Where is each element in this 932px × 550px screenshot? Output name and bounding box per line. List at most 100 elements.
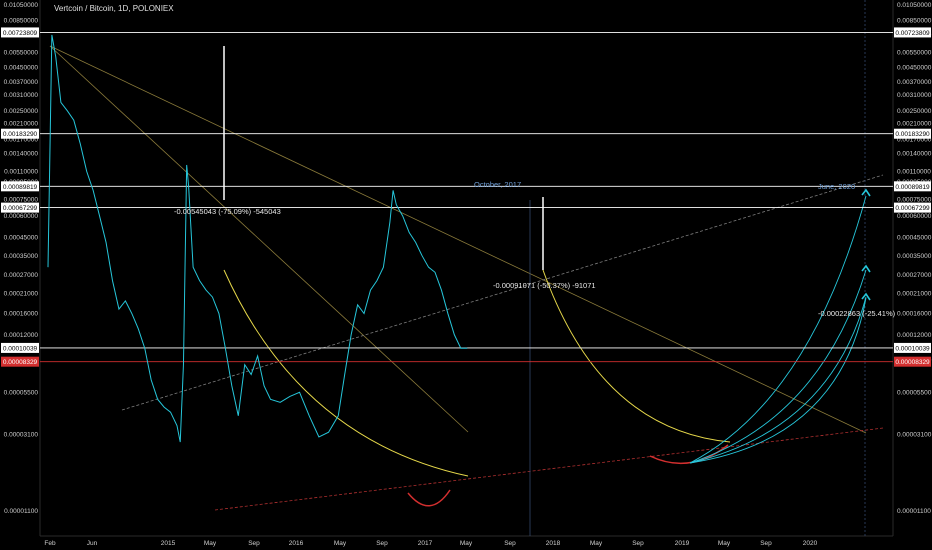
- price-level-box: [894, 202, 931, 213]
- price-level-label: 0.00183290: [3, 131, 38, 138]
- x-tick-label: May: [204, 540, 217, 547]
- price-level-label: 0.00010039: [895, 345, 930, 352]
- decay-arc: [223, 269, 469, 477]
- y-tick-label-right: 0.00060000: [897, 213, 932, 220]
- y-tick-label-left: 0.01050000: [4, 2, 39, 9]
- y-axis-right: 0.010500000.008500000.007000000.00550000…: [897, 2, 932, 515]
- y-tick-label-left: 0.00310000: [4, 92, 39, 99]
- annotation-drop-1: -0.00545043 (-75.09%) -545043: [174, 207, 281, 216]
- y-tick-label-left: 0.00075000: [4, 197, 39, 204]
- y-tick-label-left: 0.00210000: [4, 121, 39, 128]
- price-level-label: 0.00089819: [3, 184, 38, 191]
- x-tick-label: Sep: [760, 540, 772, 547]
- y-tick-label-left: 0.00450000: [4, 64, 39, 71]
- annotation-date-2: June, 2020: [818, 182, 855, 191]
- price-line: [47, 34, 468, 443]
- price-level-box: [1, 181, 39, 192]
- y-tick-label-left: 0.00003100: [4, 432, 39, 439]
- y-tick-label-right: 0.00045000: [897, 234, 932, 241]
- x-tick-label: May: [334, 540, 347, 547]
- y-tick-label-right: 0.00170000: [897, 136, 932, 143]
- projection-arc: [689, 195, 867, 464]
- trend-drawings: [49, 0, 884, 536]
- price-level-label: 0.00008329: [895, 359, 930, 366]
- price-level-label: 0.00089819: [895, 184, 930, 191]
- x-tick-label: Jun: [87, 540, 98, 547]
- y-tick-label-right: 0.00012000: [897, 332, 932, 339]
- x-tick-label: 2017: [418, 540, 433, 547]
- y-tick-label-left: 0.00850000: [4, 18, 39, 25]
- x-tick-label: 2018: [546, 540, 561, 547]
- y-tick-label-right: 0.00110000: [897, 168, 931, 175]
- annotation-date-1: October, 2017: [474, 180, 521, 189]
- chart-title: Vertcoin / Bitcoin, 1D, POLONIEX: [54, 4, 174, 13]
- y-tick-label-right: 0.00027000: [897, 272, 932, 279]
- price-levels: 0.00723809 0.00723809 0.00183290 0.00183290…: [1, 27, 931, 367]
- x-tick-label: 2015: [161, 540, 176, 547]
- y-tick-label-right: 0.00450000: [897, 64, 932, 71]
- bottom-arc: [407, 489, 451, 507]
- dashed-support-line: [214, 427, 884, 511]
- y-tick-label-left: 0.00045000: [4, 234, 39, 241]
- arrow-head-icon: [861, 264, 871, 273]
- x-tick-label: Feb: [44, 540, 56, 547]
- y-tick-label-right: 0.00140000: [897, 151, 932, 158]
- x-tick-label: Sep: [248, 540, 260, 547]
- y-tick-label-left: 0.00016000: [4, 311, 39, 318]
- projection-arc: [689, 297, 867, 464]
- price-level-label: 0.00067299: [895, 205, 930, 212]
- price-level-label: 0.00008329: [3, 359, 38, 366]
- x-tick-label: 2016: [289, 540, 304, 547]
- price-level-box: [1, 356, 39, 367]
- decay-arc: [542, 269, 731, 443]
- y-tick-label-right: 0.00016000: [897, 311, 932, 318]
- y-tick-label-left: 0.00370000: [4, 79, 39, 86]
- price-level-box: [1, 342, 39, 353]
- price-level-box: [894, 27, 931, 38]
- projection-arc: [689, 296, 867, 464]
- y-tick-label-left: 0.00001100: [4, 508, 38, 515]
- annotation-drop-2: -0.00091071 (-50.37%) -91071: [493, 281, 596, 290]
- y-tick-label-left: 0.00250000: [4, 108, 39, 115]
- y-tick-label-right: 0.00310000: [897, 92, 932, 99]
- y-tick-label-right: 0.00210000: [897, 121, 932, 128]
- price-level-box: [1, 27, 39, 38]
- price-level-box: [894, 356, 931, 367]
- annotations: -0.00545043 (-75.09%) -545043 October, 2…: [174, 180, 896, 318]
- y-tick-label-right: 0.00075000: [897, 197, 932, 204]
- y-tick-label-right: 0.00001100: [897, 508, 931, 515]
- y-tick-label-right: 0.00003100: [897, 432, 932, 439]
- y-tick-label-left: 0.00005500: [4, 389, 39, 396]
- trendline: [49, 45, 469, 433]
- axis-frame: [39, 0, 894, 537]
- y-tick-label-left: 0.00060000: [4, 213, 39, 220]
- x-axis: Feb Jun 2015 May Sep 2016 May Sep 2017 May Sep 2018…: [44, 540, 817, 547]
- y-tick-label-right: 0.00035000: [897, 253, 932, 260]
- price-level-label: 0.00183290: [895, 131, 930, 138]
- y-tick-label-right: 0.00850000: [897, 18, 932, 25]
- projection-arc: [689, 269, 867, 464]
- y-tick-label-left: 0.00027000: [4, 272, 39, 279]
- price-level-box: [894, 342, 931, 353]
- y-tick-label-right: 0.01050000: [897, 2, 932, 9]
- x-tick-label: May: [460, 540, 473, 547]
- price-level-box: [1, 128, 39, 139]
- y-tick-label-left: 0.00140000: [4, 151, 39, 158]
- trendline: [49, 45, 867, 434]
- y-tick-label-right: 0.00021000: [897, 290, 932, 297]
- price-level-box: [894, 128, 931, 139]
- price-level-box: [1, 202, 39, 213]
- arrow-head-icon: [861, 188, 871, 197]
- price-level-label: 0.00067299: [3, 205, 38, 212]
- x-tick-label: May: [718, 540, 731, 547]
- arrow-head-icon: [861, 292, 871, 301]
- y-tick-label-left: 0.00110000: [4, 168, 38, 175]
- price-level-label: 0.00723809: [3, 30, 38, 37]
- y-tick-label-left: 0.00170000: [4, 136, 39, 143]
- y-tick-label-left: 0.00012000: [4, 332, 39, 339]
- x-tick-label: Sep: [632, 540, 644, 547]
- price-level-label: 0.00010039: [3, 345, 38, 352]
- x-tick-label: Sep: [504, 540, 516, 547]
- annotation-drop-3: -0.00022863 (-25.41%): [818, 309, 896, 318]
